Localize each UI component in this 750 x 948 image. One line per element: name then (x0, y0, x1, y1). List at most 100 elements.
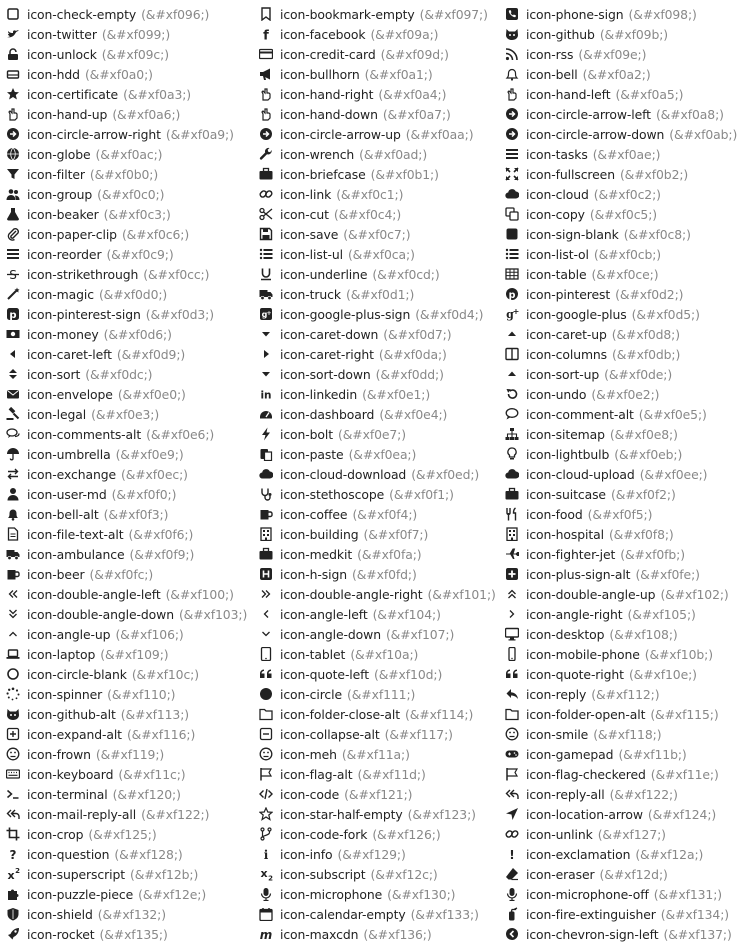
icon-unicode-code: (&#xf09b;) (599, 26, 669, 42)
icon-class-name: icon-quote-right (526, 666, 624, 682)
link-icon (505, 827, 519, 841)
icon-class-name: icon-undo (526, 386, 587, 402)
icon-class-name: icon-hand-right (280, 86, 374, 102)
icon-class-name: icon-reply-all (526, 786, 605, 802)
icon-unicode-code: (&#xf0f8;) (608, 526, 674, 542)
icon-entry: icon-bullhorn (&#xf0a1;) (259, 64, 499, 84)
square-g-icon: g + (259, 307, 273, 321)
icon-unicode-code: (&#xf126;) (372, 826, 441, 842)
arrows-icon (505, 167, 519, 181)
icon-class-name: icon-envelope (27, 386, 113, 402)
icon-entry: icon-folder-open-alt (&#xf115;) (505, 704, 750, 724)
mug-icon (6, 567, 20, 581)
face-icon (259, 747, 273, 761)
icon-entry: icon-bolt (&#xf0e7;) (259, 424, 499, 444)
icon-entry: icon-laptop (&#xf109;) (6, 644, 251, 664)
icon-unicode-code: (&#xf0c7;) (343, 226, 411, 242)
icon-unicode-code: (&#xf0a4;) (378, 86, 447, 102)
icon-unicode-code: (&#xf09e;) (578, 46, 647, 62)
icon-unicode-code: (&#xf0fa;) (357, 546, 422, 562)
icon-unicode-code: (&#xf0da;) (378, 346, 447, 362)
icon-class-name: icon-caret-down (280, 326, 379, 342)
svg-text:x: x (7, 869, 14, 881)
icon-entry: icon-angle-right (&#xf105;) (505, 604, 750, 624)
circle-arrow-icon (505, 107, 519, 121)
icon-unicode-code: (&#xf118;) (593, 726, 662, 742)
icon-class-name: icon-plus-sign-alt (526, 566, 631, 582)
icon-class-name: icon-frown (27, 746, 91, 762)
angle-up-icon (6, 627, 20, 641)
icon-class-name: icon-code (280, 786, 340, 802)
icon-unicode-code: (&#xf0d2;) (615, 286, 684, 302)
icon-class-name: icon-hand-down (280, 106, 378, 122)
icon-entry: icon-expand-alt (&#xf116;) (6, 724, 251, 744)
icon-unicode-code: (&#xf0d1;) (345, 286, 415, 302)
icon-entry: icon-cloud-download (&#xf0ed;) (259, 464, 499, 484)
icon-entry: icon-caret-up (&#xf0d8;) (505, 324, 750, 344)
icon-entry: icon-sitemap (&#xf0e8;) (505, 424, 750, 444)
icon-entry: icon-unlock (&#xf09c;) (6, 44, 251, 64)
icon-entry: icon-hand-right (&#xf0a4;) (259, 84, 499, 104)
svg-text:f: f (263, 29, 269, 42)
icon-class-name: icon-copy (526, 206, 585, 222)
funnel-icon (6, 167, 20, 181)
loc-arrow-icon (505, 807, 519, 821)
icon-unicode-code: (&#xf136;) (363, 926, 432, 942)
icon-entry: icon-flag-alt (&#xf11d;) (259, 764, 499, 784)
icon-entry: icon-bookmark-empty (&#xf097;) (259, 4, 499, 24)
icon-unicode-code: (&#xf119;) (95, 746, 165, 762)
m-icon: m (259, 927, 273, 941)
prompt-icon (6, 787, 20, 801)
icon-class-name: icon-double-angle-right (280, 586, 423, 602)
icon-entry: icon-wrench (&#xf0ad;) (259, 144, 499, 164)
dbl-right-icon (259, 587, 273, 601)
icon-unicode-code: (&#xf11a;) (341, 746, 410, 762)
svg-text:2: 2 (268, 875, 273, 882)
icon-unicode-code: (&#xf0ac;) (95, 146, 163, 162)
icon-class-name: icon-info (280, 846, 333, 862)
icon-entry: icon-cloud (&#xf0c2;) (505, 184, 750, 204)
icon-entry: icon-sign-blank (&#xf0c8;) (505, 224, 750, 244)
icon-unicode-code: (&#xf0f9;) (129, 546, 195, 562)
gauge-icon (259, 407, 273, 421)
icon-entry: icon-credit-card (&#xf09d;) (259, 44, 499, 64)
icon-class-name: icon-gamepad (526, 746, 614, 762)
icon-unicode-code: (&#xf0f7;) (363, 526, 429, 542)
icon-class-name: icon-list-ul (280, 246, 343, 262)
cat-icon (6, 707, 20, 721)
icon-class-name: icon-briefcase (280, 166, 366, 182)
icon-entry: icon-comments-alt (&#xf0e6;) (6, 424, 251, 444)
icon-entry: icon-medkit (&#xf0fa;) (259, 544, 499, 564)
icon-entry: icon-spinner (&#xf110;) (6, 684, 251, 704)
icon-entry: icon-angle-up (&#xf106;) (6, 624, 251, 644)
icon-entry: icon-desktop (&#xf108;) (505, 624, 750, 644)
icon-class-name: icon-ambulance (27, 546, 125, 562)
icon-unicode-code: (&#xf0a9;) (165, 126, 234, 142)
icon-unicode-code: (&#xf097;) (419, 6, 488, 22)
icon-class-name: icon-github (526, 26, 595, 42)
jet-icon (505, 547, 519, 561)
icon-entry: icon-bell-alt (&#xf0f3;) (6, 504, 251, 524)
icon-class-name: icon-umbrella (27, 446, 111, 462)
icon-class-name: icon-angle-left (280, 606, 368, 622)
floppy-icon (259, 227, 273, 241)
icon-unicode-code: (&#xf100;) (165, 586, 234, 602)
icon-unicode-code: (&#xf10a;) (350, 646, 419, 662)
icon-unicode-code: (&#xf0e0;) (117, 386, 186, 402)
clip-icon (6, 227, 20, 241)
icon-unicode-code: (&#xf11c;) (118, 766, 186, 782)
icon-entry: x 2 icon-superscript (&#xf12b;) (6, 864, 251, 884)
icon-entry: icon-columns (&#xf0db;) (505, 344, 750, 364)
icon-unicode-code: (&#xf099;) (101, 26, 171, 42)
icon-entry: icon-microphone-off (&#xf131;) (505, 884, 750, 904)
icon-class-name: icon-wrench (280, 146, 355, 162)
people-icon (6, 187, 20, 201)
icon-entry: icon-ambulance (&#xf0f9;) (6, 544, 251, 564)
icon-entry: icon-mail-reply-all (&#xf122;) (6, 804, 251, 824)
sort-icon (6, 367, 20, 381)
cloud-icon (259, 467, 273, 481)
icon-class-name: icon-filter (27, 166, 85, 182)
svg-text:+: + (513, 307, 519, 316)
icon-unicode-code: (&#xf134;) (660, 906, 729, 922)
icon-unicode-code: (&#xf0ec;) (120, 466, 188, 482)
